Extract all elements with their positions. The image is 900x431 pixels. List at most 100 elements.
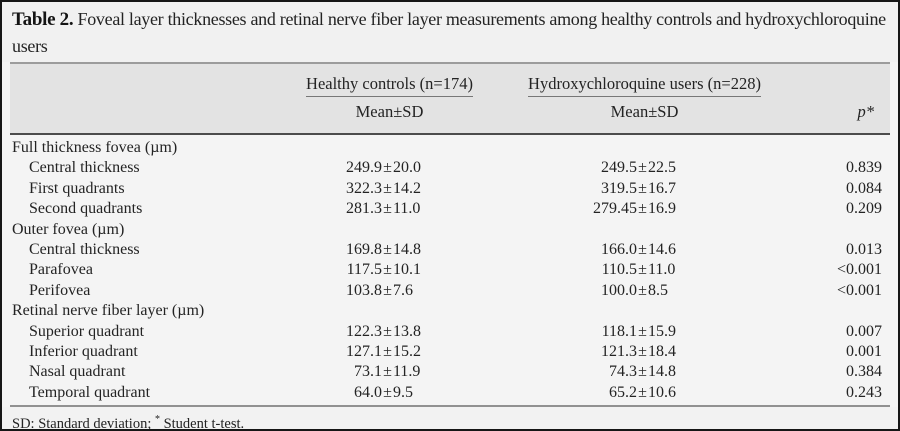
healthy-mean-cell: 103.8±7.6 [269, 281, 494, 301]
mean-value: 322.3 [346, 179, 382, 197]
sd-value: 16.9 [648, 200, 676, 218]
plus-minus-sign: ± [383, 200, 392, 218]
sd-value: 10.1 [393, 261, 421, 279]
hcq-mean-cell: 74.3±14.8 [494, 362, 779, 382]
table-row: Nasal quadrant 73.1±11.9 74.3±14.8 0.384 [2, 362, 898, 382]
p-value-cell: 0.013 [846, 240, 882, 258]
row-label: Parafovea [29, 261, 93, 279]
mean-value: 65.2 [609, 383, 637, 401]
row-label: Central thickness [29, 240, 140, 258]
p-value-cell: 0.384 [846, 363, 882, 381]
table-caption: Table 2. Foveal layer thicknesses and re… [2, 2, 898, 62]
empty-cell [494, 138, 779, 158]
plus-minus-sign: ± [638, 342, 647, 360]
healthy-mean-cell: 73.1±11.9 [269, 362, 494, 382]
table-row: Perifovea 103.8±7.6 100.0±8.5 <0.001 [2, 281, 898, 301]
p-value-cell: 0.209 [846, 200, 882, 218]
p-value-cell: <0.001 [836, 281, 882, 299]
healthy-mean-cell: 64.0±9.5 [269, 383, 494, 403]
plus-minus-sign: ± [383, 261, 392, 279]
p-value-cell: 0.839 [846, 159, 882, 177]
table-row: Central thickness 169.8±14.8 166.0±14.6 … [2, 240, 898, 260]
empty-cell [779, 301, 898, 321]
table-row: Inferior quadrant 127.1±15.2 121.3±18.4 … [2, 342, 898, 362]
plus-minus-sign: ± [383, 281, 392, 299]
mean-value: 127.1 [346, 342, 382, 360]
hcq-mean-cell: 118.1±15.9 [494, 322, 779, 342]
plus-minus-sign: ± [638, 240, 647, 258]
table-caption-text: Foveal layer thicknesses and retinal ner… [12, 9, 886, 56]
sd-value: 7.6 [393, 281, 413, 299]
sd-value: 11.0 [648, 261, 676, 279]
col-group-hydroxychloroquine-users: Hydroxychloroquine users (n=228) [528, 75, 761, 97]
healthy-mean-cell: 281.3±11.0 [269, 199, 494, 219]
mean-value: 121.3 [601, 342, 637, 360]
healthy-mean-cell: 127.1±15.2 [269, 342, 494, 362]
row-label: Inferior quadrant [29, 342, 138, 360]
plus-minus-sign: ± [638, 159, 647, 177]
plus-minus-sign: ± [383, 159, 392, 177]
empty-cell [269, 138, 494, 158]
plus-minus-sign: ± [383, 363, 392, 381]
p-value-cell: 0.243 [846, 383, 882, 401]
table-row: Second quadrants 281.3±11.0 279.45±16.9 … [2, 199, 898, 219]
col-healthy-mean-sd: Mean±SD [355, 102, 424, 121]
mean-value: 249.5 [601, 159, 637, 177]
footnote-text: Student t-test. [159, 415, 245, 431]
sd-value: 14.6 [648, 240, 676, 258]
footnote-asterisk: * [154, 414, 160, 426]
plus-minus-sign: ± [383, 383, 392, 401]
mean-value: 64.0 [354, 383, 382, 401]
plus-minus-sign: ± [638, 363, 647, 381]
plus-minus-sign: ± [638, 322, 647, 340]
row-label: Perifovea [29, 281, 91, 299]
section-label: Full thickness fovea (µm) [12, 139, 178, 156]
mean-value: 169.8 [346, 240, 382, 258]
section-label: Retinal nerve fiber layer (µm) [12, 302, 205, 320]
p-value-cell: 0.084 [846, 179, 882, 197]
empty-cell [494, 301, 779, 321]
plus-minus-sign: ± [638, 281, 647, 299]
footnote-divider [10, 405, 890, 408]
sd-value: 20.0 [393, 159, 421, 177]
section-label: Outer fovea (µm) [12, 220, 125, 238]
section-row: Full thickness fovea (µm) [2, 138, 898, 158]
plus-minus-sign: ± [383, 240, 392, 258]
sd-value: 13.8 [393, 322, 421, 340]
table-footnote: SD: Standard deviation; * Student t-test… [2, 407, 898, 431]
sd-value: 15.2 [393, 342, 421, 360]
sd-value: 18.4 [648, 342, 676, 360]
section-row: Outer fovea (µm) [2, 220, 898, 240]
group-healthy-cell: Healthy controls (n=174) [277, 75, 502, 97]
mean-value: 73.1 [354, 363, 382, 381]
sd-value: 15.9 [648, 322, 676, 340]
mean-value: 319.5 [601, 179, 637, 197]
column-header-band: Healthy controls (n=174) Hydroxychloroqu… [10, 64, 890, 135]
mean-value: 281.3 [346, 200, 382, 218]
empty-cell [269, 220, 494, 240]
plus-minus-sign: ± [638, 261, 647, 279]
empty-cell [269, 301, 494, 321]
row-label: First quadrants [29, 179, 125, 197]
sd-value: 14.8 [393, 240, 421, 258]
mean-value: 122.3 [346, 322, 382, 340]
mean-value: 249.9 [346, 159, 382, 177]
hcq-mean-cell: 110.5±11.0 [494, 260, 779, 280]
sd-value: 10.6 [648, 383, 676, 401]
sd-value: 11.9 [393, 363, 421, 381]
col-hcq-mean-sd: Mean±SD [610, 102, 679, 121]
col-p-value: p* [857, 102, 875, 121]
row-label: Temporal quadrant [29, 383, 151, 401]
hcq-mean-cell: 279.45±16.9 [494, 199, 779, 219]
table-number: Table 2. [12, 9, 74, 30]
empty-cell [494, 220, 779, 240]
table-row: First quadrants 322.3±14.2 319.5±16.7 0.… [2, 179, 898, 199]
empty-cell [779, 138, 898, 158]
sd-value: 22.5 [648, 159, 676, 177]
spacer-cell [787, 75, 890, 97]
spacer-cell [10, 75, 277, 97]
p-value-cell: 0.001 [846, 342, 882, 360]
sd-value: 8.5 [648, 281, 668, 299]
healthy-mean-cell: 117.5±10.1 [269, 260, 494, 280]
